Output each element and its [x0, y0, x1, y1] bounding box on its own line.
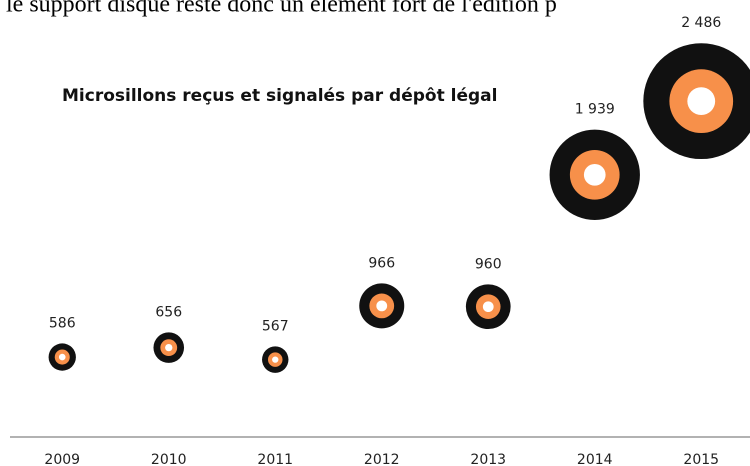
disc: [359, 283, 405, 329]
disc-hole: [583, 163, 606, 186]
disc: [262, 346, 289, 373]
x-tick-label: 2009: [44, 452, 80, 466]
chart-title: Microsillons reçus et signalés par dépôt…: [62, 86, 497, 106]
value-label: 966: [368, 255, 395, 271]
disc-hole: [58, 353, 66, 361]
page-text: , le support disque reste donc un élémen…: [0, 0, 557, 18]
disc-hole: [482, 301, 494, 313]
disc-hole: [165, 343, 173, 352]
x-tick-label: 2013: [470, 452, 506, 466]
x-tick-label: 2010: [151, 452, 187, 466]
value-label: 1 939: [575, 102, 615, 118]
disc-hole: [272, 356, 279, 363]
value-label: 586: [49, 315, 76, 331]
value-label: 960: [475, 256, 502, 272]
x-tick-label: 2015: [683, 452, 719, 466]
disc: [643, 43, 750, 160]
x-tick-label: 2014: [577, 452, 613, 466]
value-label: 567: [262, 318, 289, 334]
disc: [465, 284, 511, 330]
disc-hole: [687, 87, 716, 116]
x-tick-label: 2012: [364, 452, 400, 466]
value-label: 656: [155, 304, 182, 320]
value-label: 2 486: [681, 15, 721, 31]
disc: [549, 129, 640, 220]
disc: [48, 343, 76, 371]
x-tick-label: 2011: [257, 452, 293, 466]
disc-hole: [376, 300, 388, 312]
disc: [153, 332, 185, 363]
